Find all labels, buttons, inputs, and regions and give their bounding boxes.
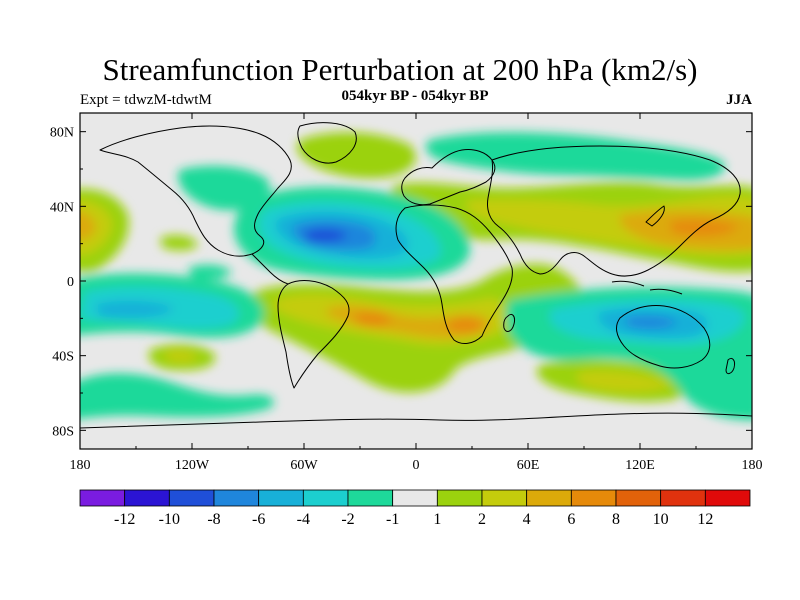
negative-region-north-america bbox=[177, 165, 270, 211]
map-title: Streamfunction Perturbation at 200 hPa (… bbox=[102, 52, 698, 87]
colorbar-swatch bbox=[481, 489, 528, 507]
contour-fields bbox=[80, 132, 752, 421]
positive-region-greenland bbox=[297, 132, 416, 179]
lon-tick-label: 180 bbox=[70, 458, 91, 473]
positive-region-small-pacific bbox=[160, 235, 198, 251]
positive-region-southern-ocean-2 bbox=[576, 370, 672, 393]
colorbar-label: 1 bbox=[433, 511, 441, 528]
lat-tick-label: 40S bbox=[52, 350, 74, 365]
colorbar-label: -8 bbox=[207, 511, 220, 528]
lon-tick-label: 60W bbox=[290, 458, 318, 473]
coastline-japan bbox=[645, 205, 665, 227]
lon-tick-label: 60E bbox=[517, 458, 540, 473]
coastline-asia bbox=[487, 145, 741, 277]
colorbar-swatch bbox=[436, 489, 483, 507]
coastline-madagascar bbox=[503, 313, 515, 332]
colorbar-swatch bbox=[213, 489, 260, 507]
colorbar-swatch bbox=[615, 489, 662, 507]
colorbar-label: -12 bbox=[114, 511, 135, 528]
longitude-axis: 180 120W 60W 0 60E 120E 180 bbox=[70, 113, 763, 473]
latitude-axis: 80N 40N 0 40S 80S bbox=[50, 126, 752, 439]
negative-core-south-pacific bbox=[95, 300, 175, 318]
colorbar-label: -4 bbox=[297, 511, 310, 528]
colorbar-label: 12 bbox=[697, 511, 713, 528]
colorbar-swatch bbox=[124, 489, 170, 507]
period-label: 054kyr BP - 054kyr BP bbox=[341, 88, 489, 104]
lon-tick-label: 180 bbox=[742, 458, 763, 473]
colorbar-swatch bbox=[392, 489, 438, 507]
coastline-australia bbox=[616, 305, 711, 369]
positive-core-west-pacific bbox=[670, 219, 740, 236]
colorbar-label: 10 bbox=[653, 511, 669, 528]
colorbar-swatch bbox=[570, 489, 617, 507]
lat-tick-label: 80S bbox=[52, 424, 74, 439]
positive-core-africa bbox=[448, 318, 484, 333]
colorbar-swatch bbox=[168, 489, 215, 507]
lon-tick-label: 120W bbox=[175, 458, 210, 473]
colorbar-label: -6 bbox=[252, 511, 265, 528]
colorbar-label: 4 bbox=[523, 511, 531, 528]
lon-tick-label: 0 bbox=[413, 458, 420, 473]
colorbar-label: 6 bbox=[567, 511, 575, 528]
lon-tick-label: 120E bbox=[625, 458, 655, 473]
positive-core-south-atlantic bbox=[355, 312, 392, 327]
colorbar-swatch bbox=[660, 489, 706, 507]
coastline-africa bbox=[395, 204, 513, 344]
coastline-new-zealand bbox=[725, 357, 735, 375]
colorbar-label: -1 bbox=[386, 511, 399, 528]
colorbar-swatch bbox=[526, 489, 572, 507]
negative-region-southern-pacific-ribbon bbox=[80, 373, 274, 419]
coastline-indonesia bbox=[611, 280, 683, 295]
coastlines bbox=[80, 122, 752, 429]
coastline-central-america bbox=[251, 253, 289, 285]
positive-core-south-pacific bbox=[165, 350, 198, 363]
colorbar-label: 2 bbox=[478, 511, 486, 528]
colorbar: -12 -10 -8 -6 -4 -2 -1 1 2 4 6 8 10 12 bbox=[79, 489, 751, 528]
colorbar-swatch bbox=[704, 489, 751, 507]
coastline-north-america bbox=[99, 125, 292, 257]
coastline-antarctica bbox=[80, 412, 752, 429]
colorbar-swatch bbox=[258, 489, 304, 507]
lat-tick-label: 40N bbox=[50, 200, 74, 215]
experiment-label: Expt = tdwzM-tdwtM bbox=[80, 92, 212, 108]
colorbar-swatch bbox=[79, 489, 126, 507]
colorbar-swatch bbox=[347, 489, 394, 507]
coastline-south-america bbox=[277, 280, 350, 389]
negative-region-north-pacific bbox=[425, 132, 726, 181]
negative-region-small-tropical bbox=[188, 264, 232, 280]
negative-core-australia bbox=[625, 315, 678, 329]
colorbar-label: 8 bbox=[612, 511, 620, 528]
colorbar-label: -2 bbox=[341, 511, 354, 528]
lat-tick-label: 80N bbox=[50, 126, 74, 141]
season-label: JJA bbox=[726, 92, 752, 108]
coastline-greenland bbox=[297, 122, 357, 164]
colorbar-swatch bbox=[302, 489, 349, 507]
colorbar-label: -10 bbox=[159, 511, 180, 528]
negative-core-north-atlantic bbox=[305, 228, 348, 243]
positive-core-central-pacific bbox=[80, 211, 96, 241]
lat-tick-label: 0 bbox=[67, 275, 74, 290]
coastline-europe bbox=[401, 149, 496, 206]
positive-region-central-pacific-2 bbox=[80, 200, 112, 255]
